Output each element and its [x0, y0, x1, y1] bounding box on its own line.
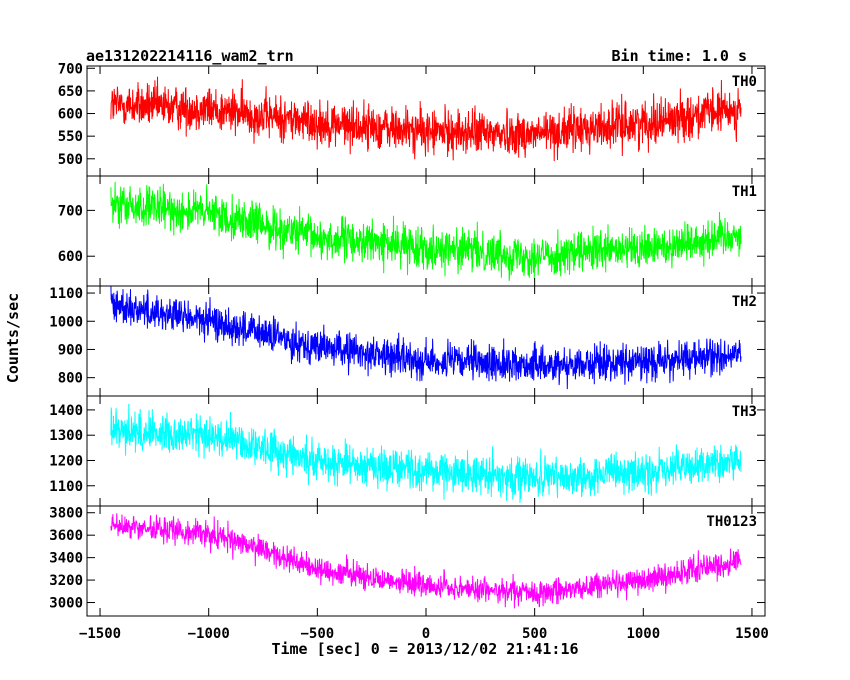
- panel-th0123: 3000 3200 3400 3600 3800 TH0123: [49, 505, 766, 617]
- x-tick-label: −1000: [188, 626, 230, 642]
- y-tick-label: 3800: [49, 506, 83, 522]
- panel-th2: 800 900 1000 1100 TH2: [49, 285, 766, 397]
- y-tick-label: 600: [58, 107, 83, 123]
- x-axis-label: Time [sec] 0 = 2013/12/02 21:41:16: [271, 640, 578, 658]
- y-axis-label: Counts/sec: [4, 293, 22, 383]
- chart-title: ae131202214116_wam2_trn: [86, 47, 294, 65]
- panel-th3: 1100 1200 1300 1400 TH3: [49, 395, 766, 507]
- y-tick-label: 700: [58, 203, 83, 219]
- panel-th1: 600 700 TH1: [58, 175, 766, 287]
- panel-label-th2: TH2: [732, 294, 757, 310]
- y-tick-label: 1100: [49, 479, 83, 495]
- panel-label-th1: TH1: [732, 184, 757, 200]
- y-tick-label: 800: [58, 371, 83, 387]
- panel-th0: 500 550 600 650 700 TH0: [58, 61, 766, 177]
- panel-frame: [86, 395, 766, 507]
- x-tick-label: 1000: [626, 626, 660, 642]
- x-tick-label: 1500: [735, 626, 769, 642]
- y-tick-label: 3000: [49, 596, 83, 612]
- series-th3: [110, 403, 742, 503]
- x-tick-label: 500: [522, 626, 547, 642]
- series-th2: [110, 286, 742, 390]
- y-tick-label: 500: [58, 152, 83, 168]
- y-tick-label: 600: [58, 249, 83, 265]
- y-tick-label: 3200: [49, 573, 83, 589]
- x-tick-label: −500: [300, 626, 334, 642]
- y-tick-label: 700: [58, 61, 83, 77]
- x-axis: −1500 −1000 −500 0 500 1000 1500: [79, 626, 769, 642]
- y-tick-label: 1400: [49, 403, 83, 419]
- y-tick-label: 1000: [49, 314, 83, 330]
- y-tick-label: 1300: [49, 428, 83, 444]
- y-tick-label: 550: [58, 129, 83, 145]
- series-th0: [110, 76, 742, 162]
- series-th1: [110, 181, 742, 281]
- y-tick-label: 1200: [49, 453, 83, 469]
- y-tick-label: 900: [58, 342, 83, 358]
- panel-frame: [86, 505, 766, 617]
- x-tick-label: −1500: [79, 626, 121, 642]
- panel-label-th0: TH0: [732, 74, 757, 90]
- y-tick-label: 3400: [49, 551, 83, 567]
- series-th0123: [110, 513, 742, 609]
- panel-label-th0123: TH0123: [706, 514, 757, 530]
- panels-group: 500 550 600 650 700 TH0 600 700 TH1 800 900 1000 110…: [49, 61, 766, 617]
- bin-time-label: Bin time: 1.0 s: [612, 47, 747, 65]
- y-tick-label: 3600: [49, 528, 83, 544]
- y-tick-label: 650: [58, 84, 83, 100]
- x-tick-label: 0: [422, 626, 430, 642]
- y-tick-label: 1100: [49, 286, 83, 302]
- panel-label-th3: TH3: [732, 404, 757, 420]
